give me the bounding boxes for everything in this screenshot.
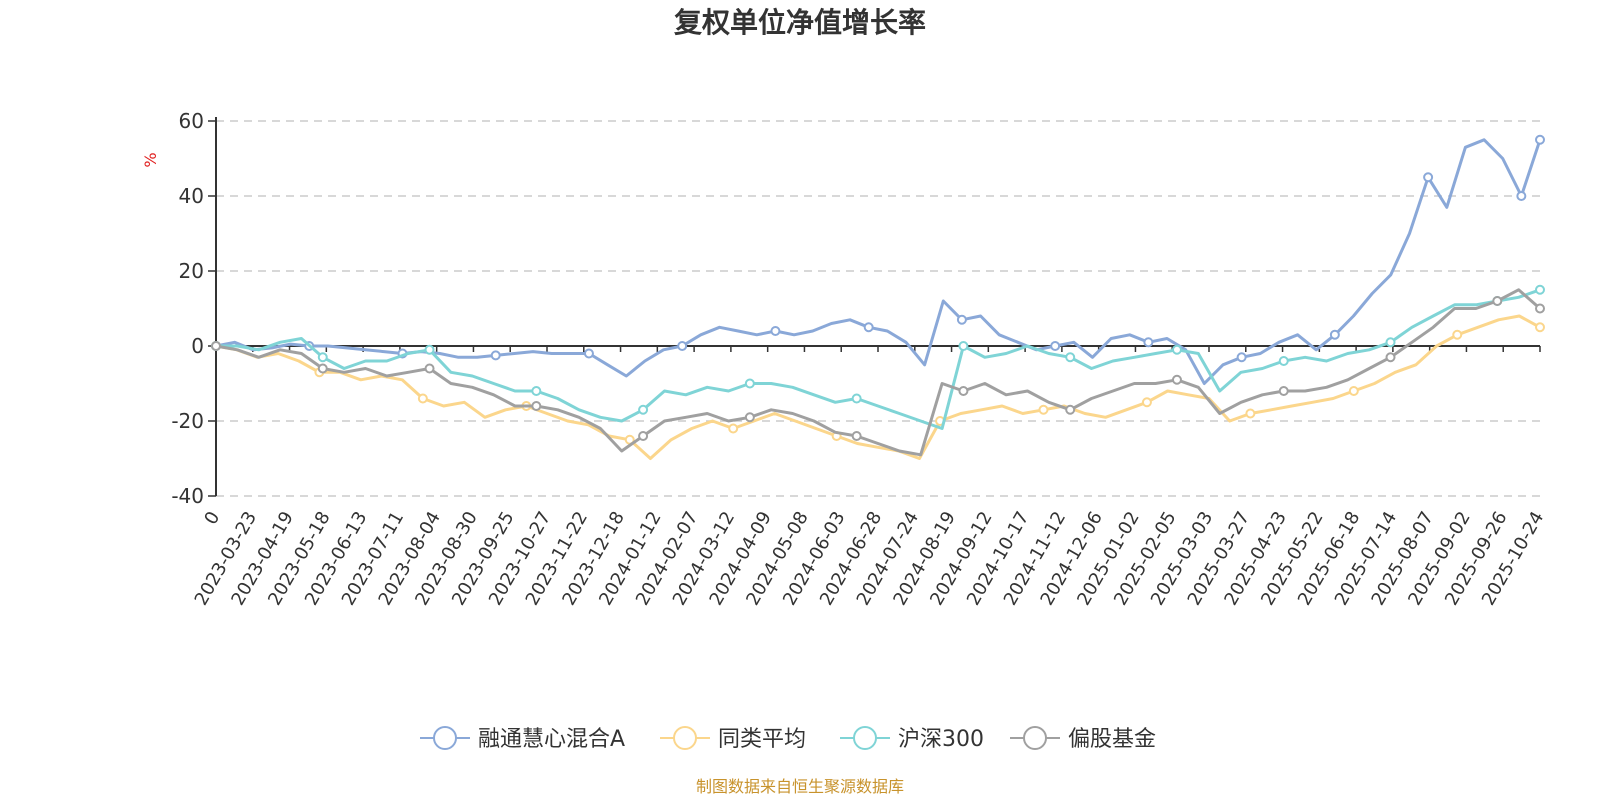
- series-point: [677, 341, 688, 351]
- y-tick-label: -40: [171, 484, 204, 508]
- legend-marker: [853, 726, 877, 750]
- series-point: [956, 314, 967, 325]
- legend-label: 融通慧心混合A: [478, 727, 625, 752]
- legend-marker: [433, 726, 457, 750]
- series-point: [1385, 352, 1396, 363]
- series-point: [851, 393, 862, 404]
- legend-item[interactable]: 同类平均: [660, 726, 806, 752]
- y-tick-label: 0: [191, 334, 204, 358]
- series-point: [1141, 397, 1152, 408]
- series-point: [744, 378, 755, 389]
- series-point: [851, 431, 862, 441]
- series-point: [1516, 191, 1527, 201]
- series-point: [1065, 352, 1076, 363]
- y-tick-label: 60: [179, 109, 204, 133]
- y-tick-label: -20: [171, 409, 204, 433]
- series-point: [1171, 374, 1182, 385]
- series-point: [638, 431, 649, 441]
- series-line: [215, 138, 1542, 385]
- series-point: [531, 401, 542, 411]
- series-point: [1329, 329, 1340, 340]
- legend-item[interactable]: 融通慧心混合A: [420, 726, 625, 752]
- series-point: [638, 404, 649, 415]
- series-point: [1492, 296, 1503, 306]
- y-tick-label: 40: [179, 184, 204, 208]
- series-point: [1245, 408, 1256, 419]
- series-point: [1535, 322, 1545, 333]
- legend-label: 沪深300: [898, 727, 984, 752]
- series-point: [490, 350, 501, 361]
- series-point: [1236, 352, 1247, 363]
- series-point: [531, 386, 542, 396]
- series-layer: [211, 134, 1545, 460]
- legend[interactable]: 融通慧心混合A 同类平均 沪深300 偏股基金: [420, 726, 1156, 752]
- series-point: [211, 341, 221, 351]
- series-point: [317, 363, 328, 374]
- series-line: [216, 288, 1541, 430]
- series-point: [583, 348, 594, 359]
- series-point: [417, 393, 428, 404]
- series-point: [317, 352, 328, 363]
- series-point: [1278, 386, 1289, 396]
- series-point: [1452, 329, 1463, 340]
- y-tick-label: 20: [179, 259, 204, 283]
- series-point: [1535, 134, 1545, 145]
- legend-marker: [673, 726, 697, 750]
- series-point: [863, 322, 874, 333]
- series-point: [1038, 404, 1049, 415]
- series-point: [1423, 172, 1434, 183]
- series-point: [1385, 337, 1396, 348]
- series-point: [744, 412, 755, 423]
- series-point: [424, 363, 435, 374]
- source-note: 制图数据来自恒生聚源数据库: [696, 777, 904, 796]
- series-point: [1065, 404, 1076, 415]
- y-axis-unit: %: [141, 152, 160, 167]
- series-point: [958, 341, 969, 351]
- series-point: [958, 386, 969, 396]
- x-tick-label: 0: [200, 508, 224, 528]
- series-point: [728, 423, 739, 434]
- series-point: [1278, 356, 1289, 366]
- series-point: [770, 326, 781, 336]
- legend-item[interactable]: 沪深300: [840, 726, 984, 752]
- series-point: [1535, 284, 1545, 295]
- series-line: [215, 314, 1541, 460]
- series-point: [1143, 337, 1154, 348]
- series-point: [424, 344, 435, 355]
- series-point: [1348, 386, 1359, 396]
- legend-item[interactable]: 偏股基金: [1010, 726, 1156, 752]
- legend-label: 偏股基金: [1068, 727, 1156, 752]
- legend-label: 同类平均: [718, 727, 806, 752]
- series-point: [1535, 303, 1545, 314]
- series-line: [215, 288, 1541, 457]
- legend-marker: [1023, 726, 1047, 750]
- series-point: [1050, 341, 1061, 351]
- chart-title: 复权单位净值增长率: [674, 6, 926, 39]
- grid-layer: [216, 120, 1540, 497]
- axis-layer: 6040200-20-4002023-03-232023-04-192023-0…: [171, 109, 1548, 609]
- series-point: [1171, 344, 1182, 355]
